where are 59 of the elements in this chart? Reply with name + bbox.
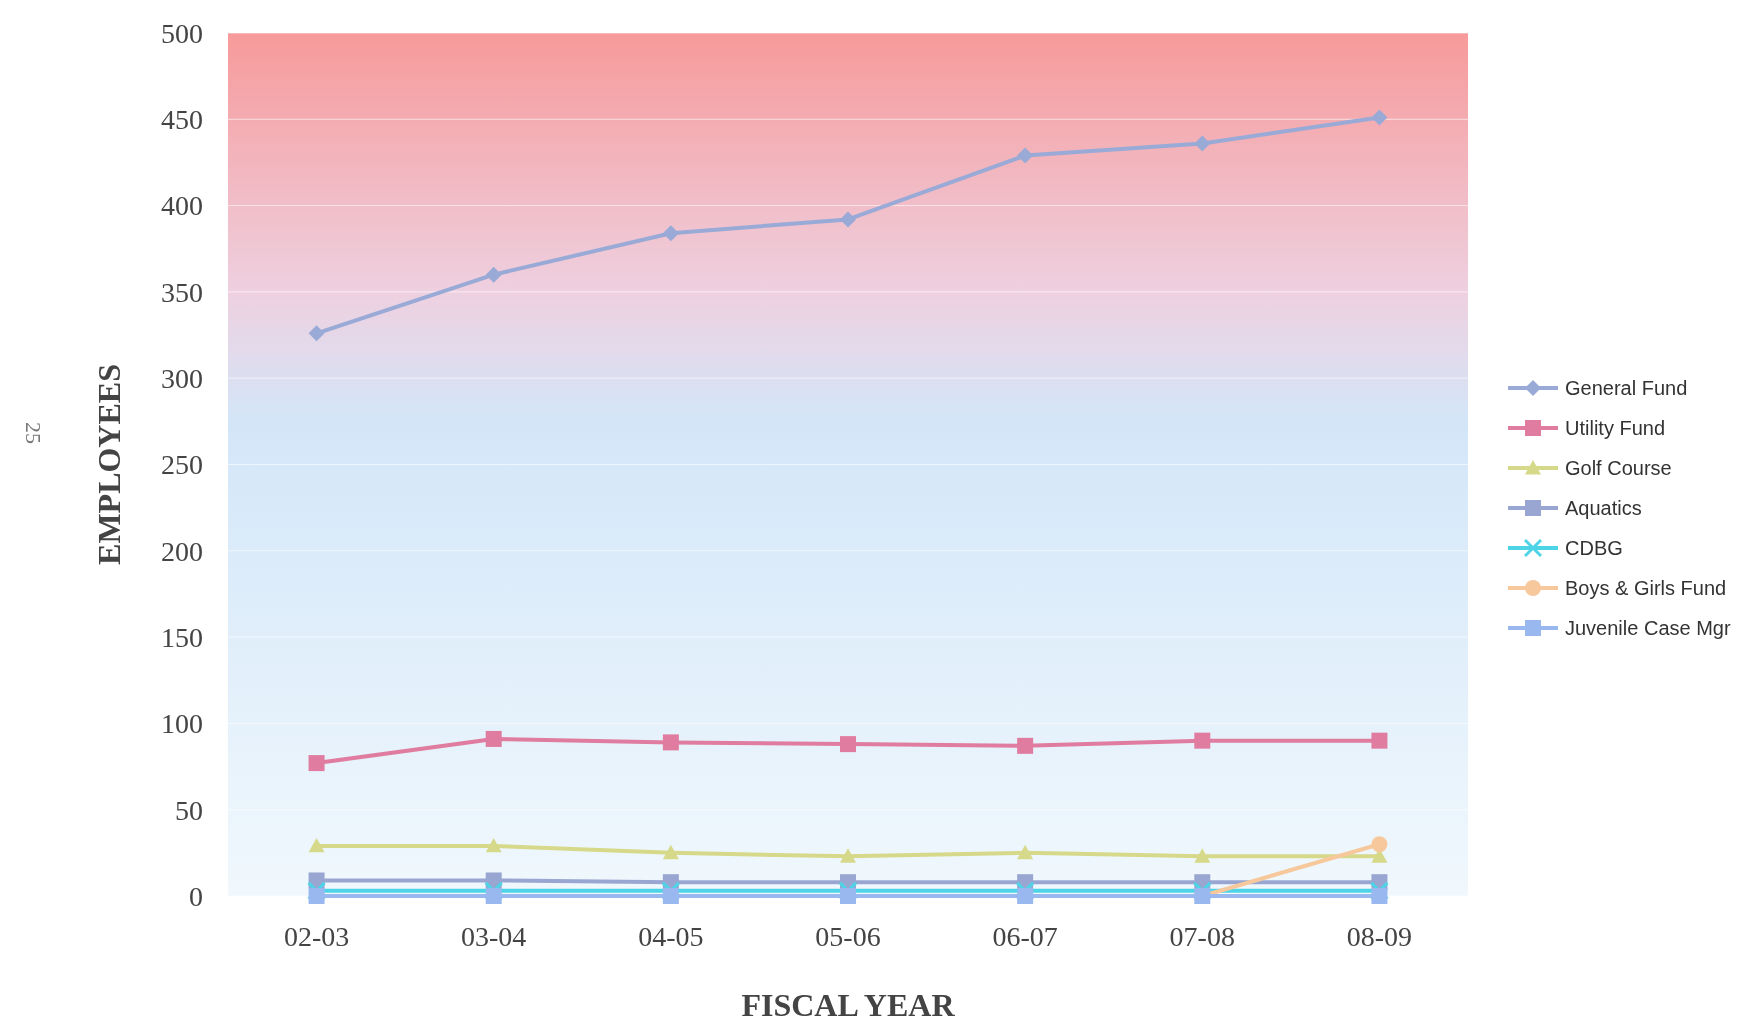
- y-tick-label: 150: [161, 621, 203, 653]
- point: [1017, 888, 1034, 904]
- point: [308, 325, 325, 342]
- x-tick-label: 06-07: [992, 921, 1058, 952]
- y-tick-label: 400: [161, 190, 203, 222]
- point: [1017, 147, 1034, 164]
- legend-label: Juvenile Case Mgr: [1565, 617, 1731, 639]
- point: [662, 844, 679, 860]
- point: [308, 888, 325, 904]
- y-tick-label: 450: [161, 104, 203, 136]
- y-tick-label: 500: [161, 17, 203, 49]
- x-tick-label: 03-04: [461, 921, 527, 952]
- point: [1371, 109, 1388, 126]
- point: [485, 888, 502, 904]
- x-axis-title: FISCAL YEAR: [741, 987, 956, 1019]
- y-tick-label: 250: [161, 449, 203, 481]
- x-tick-label: 08-09: [1346, 921, 1413, 952]
- point: [840, 211, 856, 228]
- point: [1371, 732, 1388, 749]
- x-tick-label: 05-06: [815, 921, 881, 952]
- y-tick-label: 0: [189, 880, 203, 912]
- legend-label: Golf Course: [1565, 457, 1672, 479]
- point: [840, 848, 856, 863]
- point: [662, 888, 679, 904]
- point: [1192, 881, 1212, 901]
- point: [1371, 836, 1388, 853]
- point: [308, 755, 325, 772]
- y-tick-label: 100: [161, 708, 203, 740]
- point: [1369, 881, 1389, 901]
- point: [485, 730, 502, 747]
- y-tick-label: 350: [161, 276, 203, 308]
- x-tick-label: 02-03: [283, 921, 350, 952]
- legend-label: General Fund: [1565, 377, 1688, 399]
- point: [307, 881, 327, 901]
- point: [662, 734, 679, 751]
- legend-label: Aquatics: [1565, 497, 1642, 519]
- point: [840, 736, 856, 753]
- x-tick-label: 07-08: [1169, 921, 1235, 952]
- legend-label: Boys & Girls Fund: [1565, 577, 1727, 599]
- y-tick-label: 300: [161, 363, 203, 394]
- y-tick-label: 200: [161, 535, 203, 567]
- point: [662, 225, 679, 242]
- point: [1017, 844, 1034, 860]
- point: [484, 881, 504, 901]
- point: [1194, 848, 1211, 863]
- y-axis-title: EMPLOYEES: [91, 364, 127, 565]
- point: [1194, 732, 1211, 749]
- point: [1371, 888, 1388, 904]
- legend-label: Utility Fund: [1565, 417, 1666, 439]
- point: [308, 837, 325, 853]
- point: [840, 888, 856, 904]
- legend-label: CDBG: [1565, 537, 1623, 559]
- point: [1194, 135, 1211, 152]
- y-tick-label: 50: [175, 794, 203, 826]
- point: [1017, 737, 1034, 754]
- point: [485, 266, 502, 283]
- text: 25: [21, 422, 46, 444]
- x-tick-label: 04-05: [638, 921, 704, 952]
- point: [485, 837, 502, 853]
